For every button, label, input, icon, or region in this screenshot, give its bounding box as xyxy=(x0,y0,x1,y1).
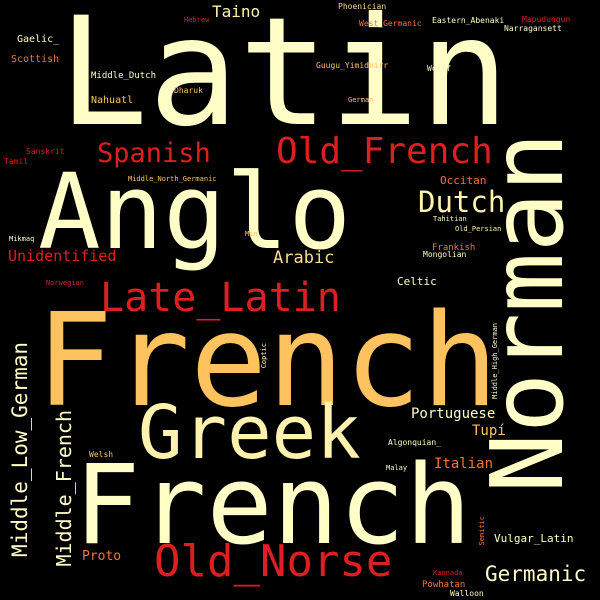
word-vulgar-latin: Vulgar_Latin xyxy=(494,532,574,545)
word-old-french: Old_French xyxy=(276,131,493,172)
word-algonquian: Algonquian_ xyxy=(388,438,441,447)
word-old-norse: Old_Norse xyxy=(154,536,393,587)
word-middle-dutch: Middle_Dutch xyxy=(91,71,157,81)
word-mikmaq: Mikmaq xyxy=(9,235,35,243)
word-latin: Latin xyxy=(58,0,510,160)
word-middle-french: Middle_French xyxy=(52,410,76,567)
word-tupi: Tupí xyxy=(472,423,506,439)
word-nahuatl: Nahuatl xyxy=(91,95,134,106)
word-german: German xyxy=(348,96,374,104)
word-portuguese: Portuguese xyxy=(411,406,496,422)
word-scottish: Scottish xyxy=(11,54,60,65)
word-celtic: Celtic xyxy=(397,275,437,288)
word-french-1: French xyxy=(36,287,499,436)
word-eastern-abenaki: Eastern_Abenaki xyxy=(432,16,505,25)
word-semitic: Semitic xyxy=(478,516,486,546)
word-sanskrit: Sanskrit xyxy=(26,147,65,156)
word-dutch: Dutch xyxy=(418,185,506,219)
word-gaelic: Gaelic_ xyxy=(17,34,60,45)
word-french-2: French xyxy=(74,441,472,569)
word-middle-low-german: Middle_Low_German xyxy=(8,342,32,557)
word-anglo: Anglo xyxy=(38,151,352,273)
word-welsh: Welsh xyxy=(89,450,114,459)
word-tamil: Tamil xyxy=(4,157,29,166)
word-west-germanic: West_Germanic xyxy=(359,19,422,28)
word-frankish: Frankish xyxy=(432,243,476,253)
word-old-persian: Old_Persian xyxy=(455,225,502,233)
word-mapudungun: Mapudungun xyxy=(522,15,571,24)
word-middle-north-germanic: Middle_North_Germanic xyxy=(128,175,217,183)
word-kannada: Kannada xyxy=(433,569,463,577)
word-min: Min xyxy=(245,230,258,238)
word-middle-high-german: Middle_High_German xyxy=(491,323,499,399)
word-walloon: Walloon xyxy=(450,589,484,598)
word-narragansett: Narragansett xyxy=(504,24,562,33)
word-dharuk: Dharuk xyxy=(174,86,203,95)
word-occitan: Occitan xyxy=(440,174,487,187)
word-germanic: Germanic xyxy=(485,562,587,586)
word-greek: Greek xyxy=(138,390,361,476)
word-spanish: Spanish xyxy=(97,138,211,169)
word-powhatan: Powhatan xyxy=(422,580,466,590)
word-phoenician: Phoenician xyxy=(338,2,387,11)
word-late-latin: Late_Latin xyxy=(100,275,341,321)
word-arabic: Arabic xyxy=(273,248,335,268)
word-tahitian: Tahitian xyxy=(433,215,467,223)
word-hebrew: Hebrew xyxy=(184,16,210,24)
word-mongolian: Mongolian xyxy=(423,250,467,259)
word-proto: Proto xyxy=(82,549,122,564)
word-malay: Malay xyxy=(386,464,408,472)
word-wolof: Wolof xyxy=(427,64,452,73)
word-italian: Italian xyxy=(434,456,494,472)
word-norwegian: Norwegian xyxy=(46,279,84,287)
word-guugu-yimidhirr: Guugu_Yimidhirr xyxy=(316,61,389,70)
word-taino: Taino xyxy=(212,2,261,21)
word-coptic: Coptic xyxy=(260,343,268,369)
word-unidentified: Unidentified xyxy=(8,247,117,265)
